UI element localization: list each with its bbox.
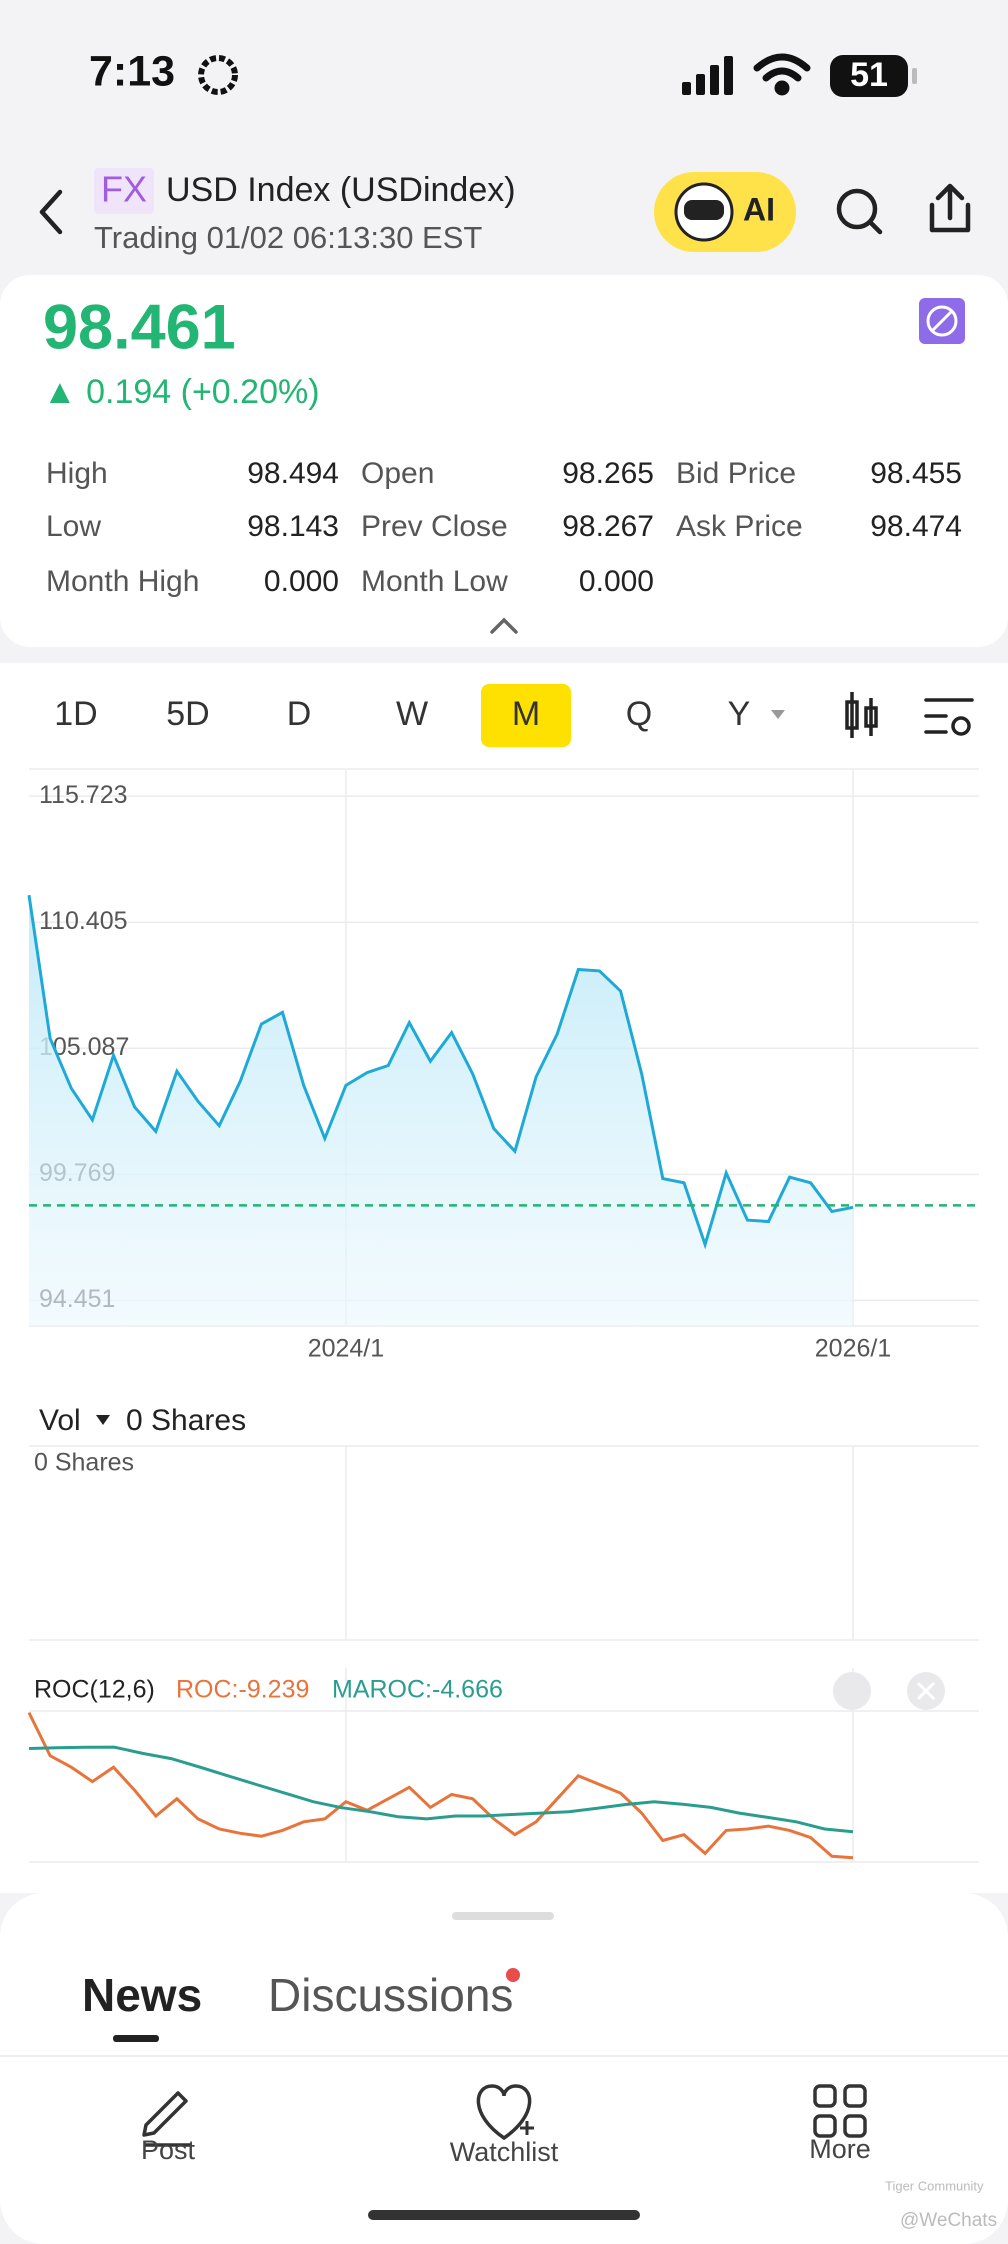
home-indicator xyxy=(368,2210,640,2220)
stat-label: Month High xyxy=(46,565,199,598)
watchlist-icon xyxy=(476,2084,532,2141)
stat-label: Low xyxy=(46,510,101,543)
watchlist-plus xyxy=(520,2121,534,2135)
stat-value: 98.267 xyxy=(562,510,654,543)
stat-value: 98.494 xyxy=(247,457,339,490)
stat-value: 98.455 xyxy=(870,457,962,490)
nav-item[interactable]: More xyxy=(809,2134,871,2164)
indicator-line xyxy=(28,1745,854,1834)
clock: 7:13 xyxy=(89,47,175,95)
stat-label: Bid Price xyxy=(676,457,796,490)
period-tab[interactable]: Q xyxy=(626,695,652,733)
bottom-sheet xyxy=(0,1893,1008,2244)
candle-icon xyxy=(845,692,878,738)
indicator-line xyxy=(27,1711,854,1860)
ai-icon-face xyxy=(684,200,724,220)
y-tick-label: 115.723 xyxy=(39,781,128,809)
indicator-title: ROC(12,6) xyxy=(34,1676,155,1704)
period-tab[interactable]: 1D xyxy=(54,695,97,733)
share-button[interactable] xyxy=(929,183,971,233)
volume-axis-label: 0 Shares xyxy=(34,1449,134,1477)
sheet-handle[interactable] xyxy=(452,1912,554,1920)
collapse-button[interactable] xyxy=(490,617,518,634)
watermark-brand: Tiger Community xyxy=(885,2178,984,2193)
post-icon xyxy=(142,2091,192,2147)
stat-label: High xyxy=(46,457,108,490)
x-tick-label: 2024/1 xyxy=(308,1335,384,1363)
stat-value: 98.474 xyxy=(870,510,962,543)
unread-dot xyxy=(506,1968,520,1982)
more-icon xyxy=(813,2084,867,2138)
legend-entry: MAROC:-4.666 xyxy=(332,1676,503,1704)
ai-label: AI xyxy=(743,191,775,227)
selected-tab-bg xyxy=(481,684,571,747)
stat-label: Month Low xyxy=(361,565,508,598)
instrument-title: USD Index (USDindex) xyxy=(166,171,516,209)
nav-item[interactable]: Watchlist xyxy=(450,2137,559,2167)
stat-value: 98.143 xyxy=(247,510,339,543)
stat-value: 0.000 xyxy=(264,565,339,598)
content-tab[interactable]: News xyxy=(82,1969,202,2021)
stat-label: Open xyxy=(361,457,434,490)
status-badge-icon xyxy=(926,305,958,337)
y-tick-label: 110.405 xyxy=(39,907,128,935)
back-button[interactable] xyxy=(39,189,63,235)
market-badge: FX xyxy=(101,169,147,210)
stat-value: 0.000 xyxy=(579,565,654,598)
pin-button[interactable] xyxy=(833,1672,871,1710)
period-tab[interactable]: Y xyxy=(728,695,751,733)
price-change: ▲ 0.194 (+0.20%) xyxy=(43,373,320,411)
battery-level: 51 xyxy=(850,56,888,94)
battery xyxy=(830,55,908,97)
period-tab[interactable]: 5D xyxy=(166,695,209,733)
wifi-icon xyxy=(753,53,811,96)
stat-label: Ask Price xyxy=(676,510,803,543)
stat-value: 98.265 xyxy=(562,457,654,490)
last-price: 98.461 xyxy=(43,293,236,363)
nav-item[interactable]: Post xyxy=(141,2135,196,2165)
volume-dropdown[interactable] xyxy=(96,1415,110,1425)
legend-entry: ROC:-9.239 xyxy=(176,1676,309,1704)
x-tick-label: 2026/1 xyxy=(815,1335,891,1363)
volume-title: Vol xyxy=(39,1404,81,1437)
search-button[interactable] xyxy=(836,188,883,235)
price-area xyxy=(29,895,853,1326)
content-tab[interactable]: Discussions xyxy=(268,1969,513,2021)
price-line xyxy=(27,894,854,1250)
tab-indicator xyxy=(113,2035,159,2042)
status-badge-icon xyxy=(930,309,954,333)
period-tab[interactable]: M xyxy=(512,695,540,733)
quote-card xyxy=(0,275,1008,647)
indicator-settings[interactable] xyxy=(924,698,974,736)
dropdown-arrow xyxy=(771,710,785,719)
signal-icon xyxy=(682,56,733,95)
period-tab[interactable]: D xyxy=(287,695,312,733)
stat-label: Prev Close xyxy=(361,510,508,543)
volume-value: 0 Shares xyxy=(126,1404,246,1437)
badge-bg xyxy=(94,168,154,214)
period-tab[interactable]: W xyxy=(396,695,428,733)
status-icon xyxy=(198,55,238,95)
trading-status: Trading 01/02 06:13:30 EST xyxy=(94,220,482,255)
watermark-handle: @WeChats xyxy=(900,2210,997,2231)
close-icon xyxy=(916,1681,936,1701)
battery-tip xyxy=(912,68,917,84)
